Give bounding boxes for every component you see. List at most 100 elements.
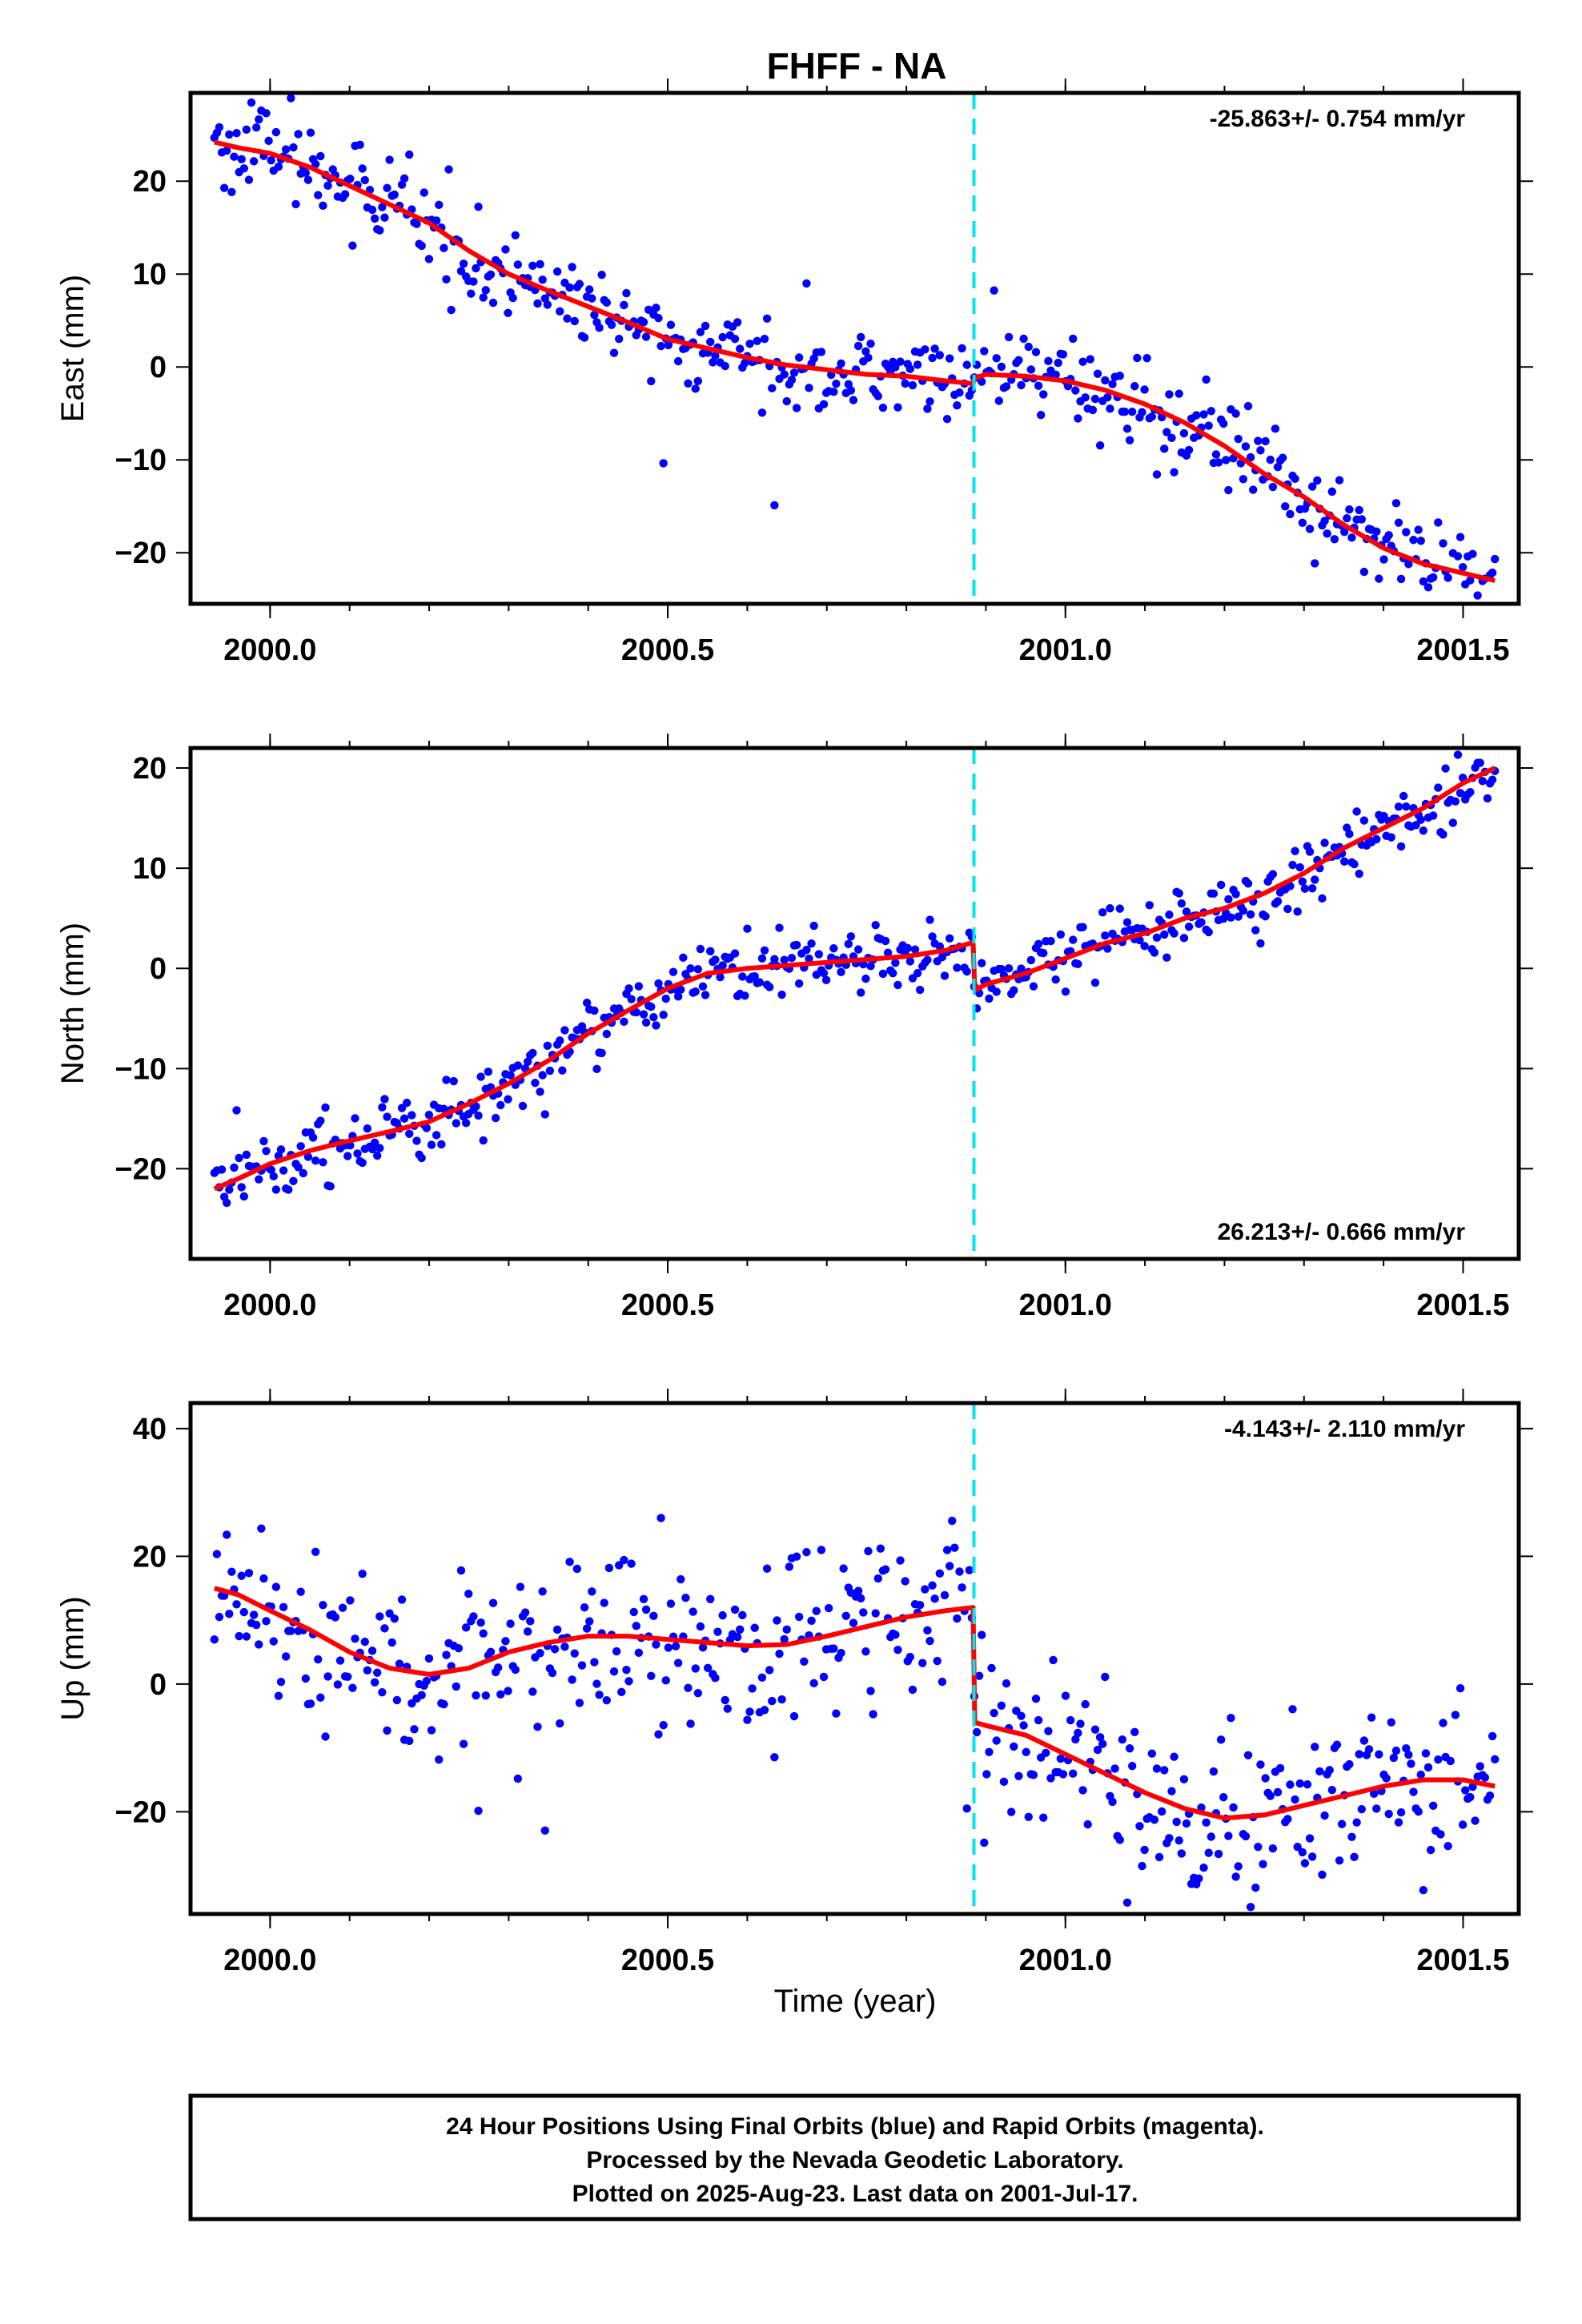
data-point [938,1677,947,1687]
data-point [1019,1721,1028,1730]
data-point [432,216,441,225]
data-point [1002,1679,1011,1688]
data-point [689,1607,697,1616]
data-point [1145,901,1154,910]
data-point [469,277,478,286]
data-point [1335,476,1344,485]
data-point [1170,929,1178,938]
data-point [876,1544,885,1553]
data-point [607,320,616,329]
data-point [308,1133,318,1142]
data-point [1441,764,1450,773]
data-point [351,1634,359,1643]
data-point [1130,382,1139,391]
data-point [370,214,379,223]
data-point [244,1569,254,1578]
data-point [950,1543,959,1552]
data-point [622,288,631,298]
data-point [343,1672,352,1681]
data-point [230,152,239,161]
data-point [570,1649,579,1658]
data-point [1246,1903,1255,1912]
data-point [543,300,552,309]
data-point [1434,518,1443,527]
data-point [215,123,224,132]
data-point [442,1651,451,1659]
data-point [985,994,994,1003]
data-point [1447,617,1455,625]
data-point [1074,414,1082,423]
data-point [380,213,389,222]
data-point [602,1695,611,1705]
data-point [780,370,789,379]
data-point [896,1556,905,1565]
data-point [1266,455,1275,464]
data-point [1423,583,1433,592]
data-point [533,299,542,308]
data-point [609,1667,619,1676]
x-tick-label: 2000.0 [223,633,316,667]
data-point [1273,462,1283,472]
model-line [214,1586,1496,1821]
data-point [1367,1713,1376,1722]
data-point [383,183,391,192]
data-point [1243,401,1253,411]
panel-frame [188,90,1521,606]
data-point [861,1647,870,1656]
data-point [1165,911,1174,919]
data-point [1416,815,1425,824]
data-point [1017,380,1026,390]
data-point [442,1076,451,1084]
data-point [953,963,962,972]
data-point [1409,536,1418,545]
data-point [1179,428,1189,438]
data-point [901,379,909,388]
data-point [370,1678,379,1687]
data-point [314,191,323,199]
data-point [496,1100,505,1110]
data-point [358,1158,367,1168]
data-point [794,353,804,362]
data-point [1391,1746,1401,1755]
data-point [819,1672,829,1682]
data-point [1140,1845,1149,1855]
data-point [281,145,291,154]
data-point [896,357,905,366]
data-point [1291,1795,1299,1804]
data-point [348,1683,357,1692]
data-point [496,1690,505,1699]
data-point [1120,407,1130,416]
data-point [1434,783,1443,792]
data-point [620,300,628,310]
data-point [380,1095,389,1104]
data-point [958,1583,966,1592]
data-point [516,1582,525,1591]
data-point [249,1610,259,1619]
data-point [807,1616,816,1626]
data-point [673,992,683,1001]
data-point [235,1153,243,1163]
data-point [548,1668,557,1678]
data-point [424,255,434,263]
data-point [1268,482,1278,492]
data-point [1010,986,1018,995]
data-point [696,328,705,336]
data-point [1318,894,1327,903]
data-point [671,1642,681,1651]
data-point [251,1620,261,1630]
data-point [565,283,574,292]
data-point [857,1594,865,1603]
data-point [319,1158,327,1167]
data-point [1488,568,1497,577]
data-point [287,94,295,103]
data-point [1384,1809,1393,1819]
data-point [928,353,937,363]
data-point [580,1602,589,1612]
data-point [1209,1767,1219,1776]
data-point [1396,842,1406,851]
data-point [511,231,520,239]
data-point [540,294,549,303]
data-point [289,143,298,152]
data-point [995,2022,1003,2030]
data-point [212,1550,222,1558]
